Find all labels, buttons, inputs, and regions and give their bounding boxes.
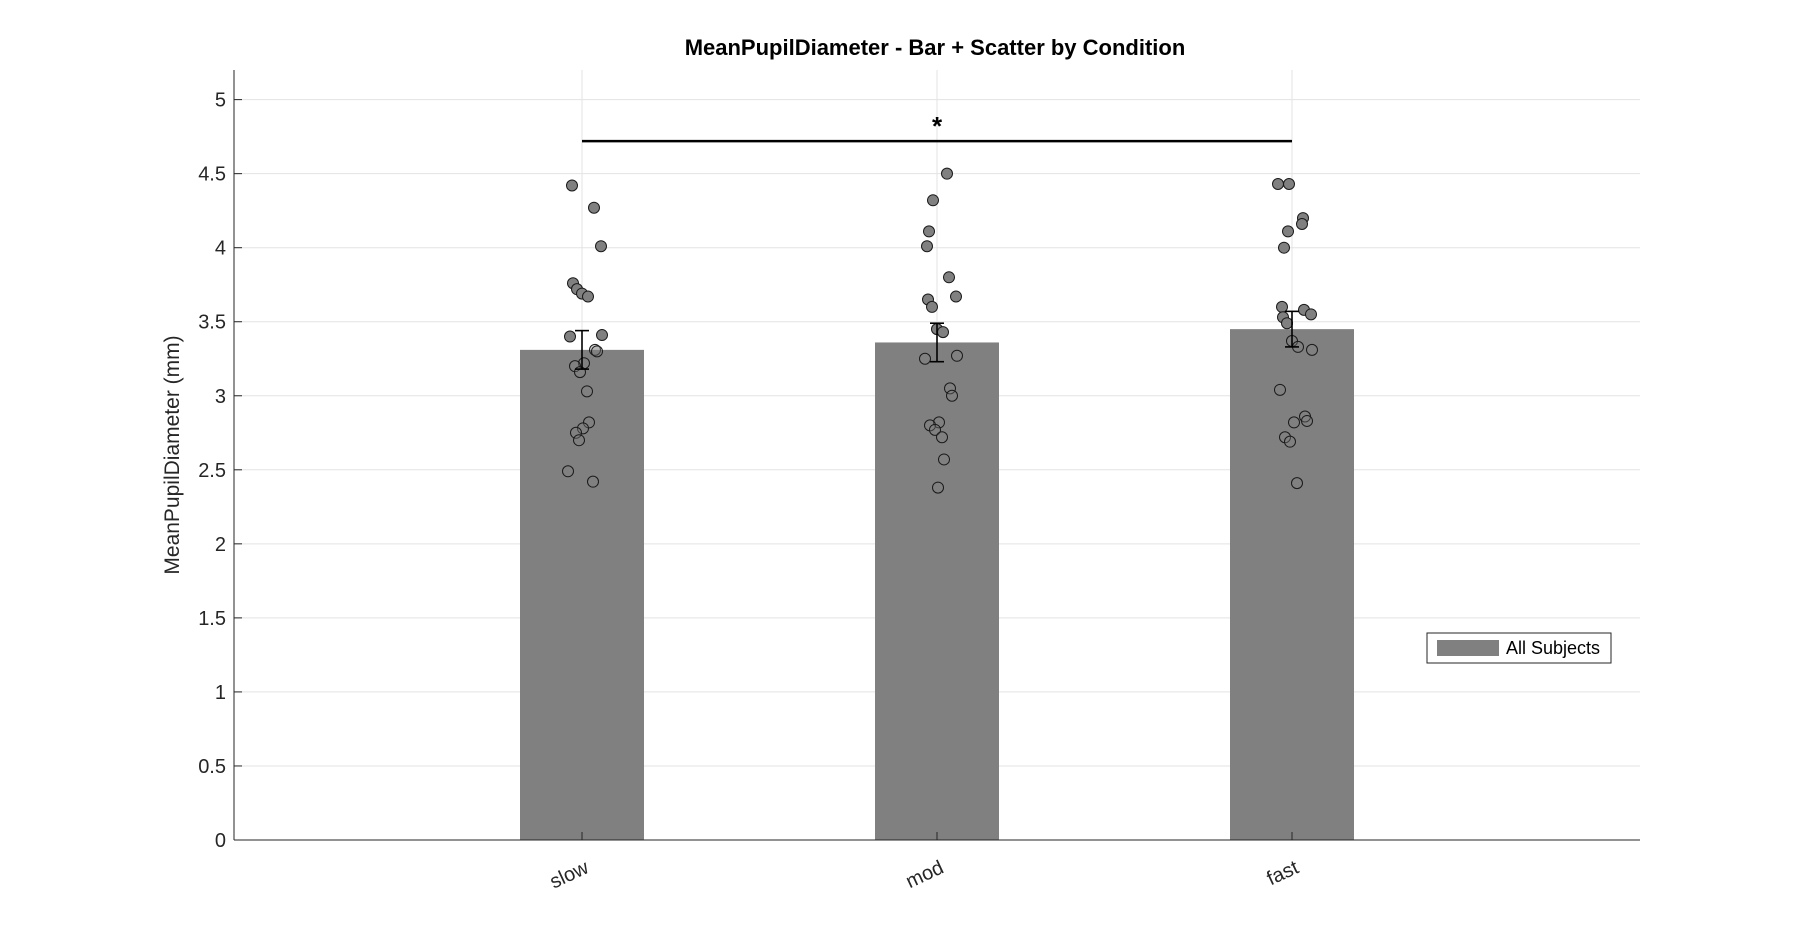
x-tick-label: mod bbox=[903, 857, 948, 893]
legend: All Subjects bbox=[1426, 632, 1612, 664]
data-point bbox=[926, 300, 938, 313]
significance-star: * bbox=[932, 111, 943, 141]
data-point bbox=[566, 179, 578, 192]
chart-title: MeanPupilDiameter - Bar + Scatter by Con… bbox=[685, 35, 1186, 60]
y-axis-label: MeanPupilDiameter (mm) bbox=[161, 335, 184, 574]
y-tick-label: 3 bbox=[215, 386, 226, 408]
data-point bbox=[1282, 225, 1294, 238]
x-tick-label: fast bbox=[1264, 856, 1303, 890]
data-point bbox=[591, 345, 603, 358]
data-point bbox=[933, 416, 945, 429]
data-point bbox=[564, 330, 576, 343]
data-point bbox=[573, 434, 585, 447]
y-tick-label: 2.5 bbox=[198, 460, 226, 482]
data-point bbox=[946, 389, 958, 402]
data-point bbox=[1306, 343, 1318, 356]
data-point bbox=[1274, 383, 1286, 396]
data-point bbox=[582, 290, 594, 303]
data-point bbox=[936, 431, 948, 444]
data-point bbox=[587, 475, 599, 488]
data-point bbox=[1281, 317, 1293, 330]
data-point bbox=[938, 453, 950, 466]
significance-annotation: * bbox=[582, 111, 1292, 143]
data-point bbox=[1301, 414, 1313, 427]
bar-slow bbox=[520, 349, 644, 840]
data-point bbox=[1305, 308, 1317, 321]
y-tick-label: 1.5 bbox=[198, 608, 226, 630]
data-point bbox=[1284, 435, 1296, 448]
bar-mod bbox=[875, 342, 999, 840]
data-point bbox=[950, 290, 962, 303]
data-point bbox=[1283, 178, 1295, 191]
scatter-points bbox=[562, 167, 1318, 494]
data-point bbox=[595, 240, 607, 253]
data-point bbox=[596, 329, 608, 342]
data-point bbox=[951, 349, 963, 362]
data-point bbox=[921, 240, 933, 253]
x-tick-label: slow bbox=[547, 856, 593, 893]
y-tick-label: 0.5 bbox=[198, 756, 226, 778]
data-point bbox=[577, 422, 589, 435]
data-point bbox=[574, 366, 586, 379]
y-tick-label: 4.5 bbox=[198, 164, 226, 186]
data-point bbox=[929, 423, 941, 436]
y-tick-label: 2 bbox=[215, 534, 226, 556]
data-point bbox=[919, 352, 931, 365]
y-tick-label: 3.5 bbox=[198, 312, 226, 334]
data-point bbox=[1278, 241, 1290, 254]
bars bbox=[520, 329, 1354, 840]
data-point bbox=[570, 426, 582, 439]
data-point bbox=[1296, 218, 1308, 230]
y-tick-label: 4 bbox=[215, 238, 226, 260]
bar-fast bbox=[1230, 329, 1354, 840]
data-point bbox=[941, 167, 953, 180]
data-point bbox=[581, 385, 593, 398]
error-bars bbox=[575, 310, 1299, 370]
data-point bbox=[1288, 416, 1300, 429]
data-point bbox=[923, 225, 935, 238]
y-tick-label: 0 bbox=[215, 830, 226, 852]
data-point bbox=[932, 481, 944, 494]
data-point bbox=[1272, 178, 1284, 191]
data-point bbox=[937, 326, 949, 339]
data-point bbox=[944, 382, 956, 395]
legend-label: All Subjects bbox=[1506, 638, 1600, 658]
y-tick-label: 1 bbox=[215, 682, 226, 704]
data-point bbox=[1291, 477, 1303, 490]
data-point bbox=[927, 194, 939, 207]
data-point bbox=[589, 343, 601, 356]
data-point bbox=[588, 201, 600, 214]
data-point bbox=[943, 271, 955, 284]
data-point bbox=[562, 465, 574, 478]
y-tick-label: 5 bbox=[215, 90, 226, 112]
legend-swatch bbox=[1437, 640, 1499, 656]
